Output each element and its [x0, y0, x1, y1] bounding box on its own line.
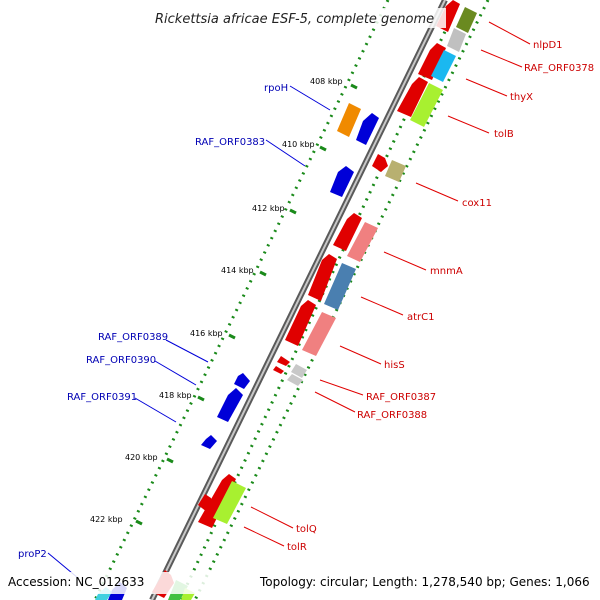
- gene-label-proP2[interactable]: proP2: [18, 549, 47, 560]
- left-leader-lines: [47, 85, 331, 579]
- feature-khaki: [385, 160, 406, 182]
- gene-tolR-arrow[interactable]: [198, 494, 214, 512]
- gene-orf0389-arrow[interactable]: [234, 373, 250, 389]
- gene-mnmA-arrow[interactable]: [333, 213, 362, 251]
- gene-label-mnmA[interactable]: mnmA: [430, 266, 463, 277]
- gene-orf0391-arrow[interactable]: [201, 435, 217, 449]
- feature-pink: [347, 222, 378, 262]
- feature-lightgray-0387: [291, 364, 307, 378]
- gene-label-orf0389[interactable]: RAF_ORF0389: [98, 332, 168, 343]
- gene-label-hisS[interactable]: hisS: [384, 360, 405, 371]
- gene-hisS-arrow[interactable]: [285, 300, 316, 346]
- feature-lime-tolQ: [213, 481, 246, 524]
- gene-label-orf0378[interactable]: RAF_ORF0378: [524, 63, 594, 74]
- guide-line-left: [93, 0, 390, 600]
- feature-lightgray-0388: [287, 374, 303, 386]
- tick-label: 412 kbp: [252, 204, 285, 213]
- gene-orf0383-arrow[interactable]: [330, 166, 354, 197]
- feature-orange: [337, 103, 361, 137]
- tick-label: 410 kbp: [282, 140, 315, 149]
- blue-gene-features: [95, 103, 379, 600]
- gene-atrC1-arrow[interactable]: [308, 254, 337, 301]
- accession-text: Accession: NC_012633: [8, 575, 144, 589]
- gene-label-nlpD1[interactable]: nlpD1: [533, 40, 563, 51]
- genome-backbone-highlight: [151, 0, 446, 600]
- gene-orf0387-arrow[interactable]: [277, 356, 290, 366]
- gene-label-rpoH[interactable]: rpoH: [264, 83, 288, 94]
- gene-label-orf0383[interactable]: RAF_ORF0383: [195, 137, 265, 148]
- gene-label-tolQ[interactable]: tolQ: [296, 524, 317, 535]
- gene-orf0388-arrow[interactable]: [273, 366, 284, 374]
- tick-label: 418 kbp: [159, 391, 192, 400]
- gene-thyX-arrow[interactable]: [397, 77, 428, 117]
- gene-label-atrC1[interactable]: atrC1: [407, 312, 435, 323]
- gene-label-orf0387[interactable]: RAF_ORF0387: [366, 392, 436, 403]
- gene-label-cox11[interactable]: cox11: [462, 198, 492, 209]
- feature-pink-hisS: [302, 312, 336, 356]
- gene-label-orf0391[interactable]: RAF_ORF0391: [67, 392, 137, 403]
- feature-steel: [324, 263, 356, 310]
- gene-orf0378-arrow[interactable]: [418, 43, 446, 80]
- feature-olive: [456, 7, 477, 33]
- gene-label-tolB[interactable]: tolB: [494, 129, 514, 140]
- feature-teal: [431, 50, 456, 82]
- map-title: Rickettsia africae ESF-5, complete genom…: [155, 12, 434, 27]
- tick-marks: [135, 83, 358, 526]
- gene-rpoH-arrow[interactable]: [356, 113, 379, 145]
- footer-background: [0, 572, 600, 594]
- gene-label-orf0390[interactable]: RAF_ORF0390: [86, 355, 156, 366]
- right-leader-lines: [243, 21, 531, 547]
- feature-lime: [410, 83, 443, 127]
- tick-label: 408 kbp: [310, 77, 343, 86]
- gene-orf0390-arrow[interactable]: [217, 388, 243, 422]
- tick-label: 416 kbp: [190, 329, 223, 338]
- gene-cox11-arrow[interactable]: [372, 154, 388, 172]
- red-gene-features: [152, 0, 477, 600]
- gene-tolQ-arrow[interactable]: [198, 474, 236, 528]
- feature-gray: [447, 28, 466, 52]
- title-background: [150, 8, 446, 28]
- tick-label: 420 kbp: [125, 453, 158, 462]
- topology-text: Topology: circular; Length: 1,278,540 bp…: [259, 575, 590, 589]
- tick-label: 422 kbp: [90, 515, 123, 524]
- gene-label-tolR[interactable]: tolR: [287, 542, 307, 553]
- gene-label-orf0388[interactable]: RAF_ORF0388: [357, 410, 427, 421]
- gene-label-thyX[interactable]: thyX: [510, 92, 533, 103]
- tick-label: 414 kbp: [221, 266, 254, 275]
